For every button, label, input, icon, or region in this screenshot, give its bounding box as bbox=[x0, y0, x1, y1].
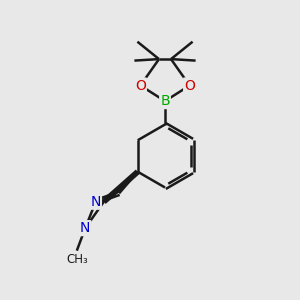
Text: O: O bbox=[135, 79, 146, 92]
Text: N: N bbox=[91, 195, 101, 209]
Text: B: B bbox=[160, 94, 170, 108]
Text: CH₃: CH₃ bbox=[66, 253, 88, 266]
Text: O: O bbox=[184, 79, 195, 92]
Text: N: N bbox=[80, 221, 90, 235]
